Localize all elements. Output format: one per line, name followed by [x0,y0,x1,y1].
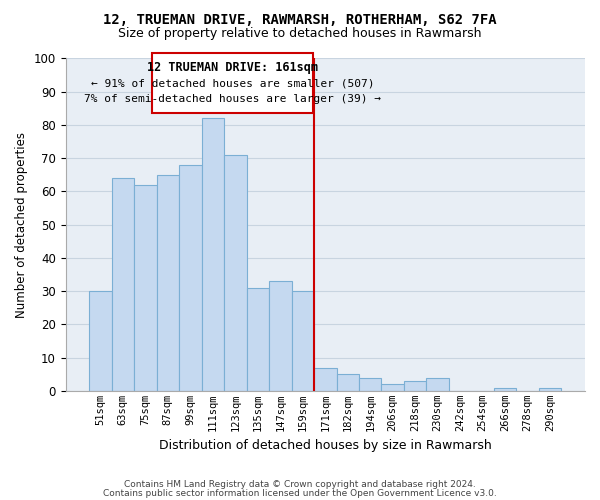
Text: Contains HM Land Registry data © Crown copyright and database right 2024.: Contains HM Land Registry data © Crown c… [124,480,476,489]
Bar [427,378,449,391]
Bar [112,178,134,391]
Bar [539,388,562,391]
Bar [202,118,224,391]
FancyBboxPatch shape [152,54,313,113]
Bar [157,174,179,391]
Bar [292,291,314,391]
Text: 12 TRUEMAN DRIVE: 161sqm: 12 TRUEMAN DRIVE: 161sqm [147,60,318,74]
Bar [89,291,112,391]
X-axis label: Distribution of detached houses by size in Rawmarsh: Distribution of detached houses by size … [159,440,491,452]
Text: Contains public sector information licensed under the Open Government Licence v3: Contains public sector information licen… [103,488,497,498]
Text: ← 91% of detached houses are smaller (507): ← 91% of detached houses are smaller (50… [91,78,374,88]
Text: 12, TRUEMAN DRIVE, RAWMARSH, ROTHERHAM, S62 7FA: 12, TRUEMAN DRIVE, RAWMARSH, ROTHERHAM, … [103,12,497,26]
Bar [382,384,404,391]
Bar [337,374,359,391]
Bar [179,164,202,391]
Y-axis label: Number of detached properties: Number of detached properties [15,132,28,318]
Bar [224,154,247,391]
Bar [404,381,427,391]
Bar [134,184,157,391]
Bar [247,288,269,391]
Bar [314,368,337,391]
Text: 7% of semi-detached houses are larger (39) →: 7% of semi-detached houses are larger (3… [84,94,381,104]
Bar [269,281,292,391]
Text: Size of property relative to detached houses in Rawmarsh: Size of property relative to detached ho… [118,28,482,40]
Bar [494,388,517,391]
Bar [359,378,382,391]
